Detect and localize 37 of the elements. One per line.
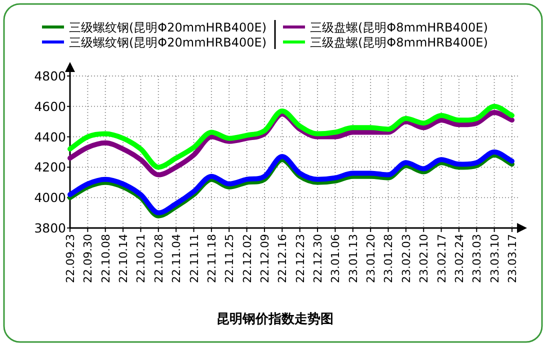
- x-tick-label: 22.12.23: [294, 234, 307, 283]
- x-tick-label: 23.01.28: [382, 234, 396, 283]
- y-tick-label: 3800: [34, 220, 66, 236]
- x-tick-label: 23.03.03: [470, 234, 484, 283]
- legend-label: 三级盘螺(昆明Φ8mmHRB400E): [310, 20, 488, 34]
- y-tick-label: 4000: [34, 190, 66, 206]
- x-tick-label: 23.03.10: [488, 234, 502, 283]
- x-tick-label: 22.10.28: [152, 234, 166, 283]
- x-tick-label: 22.12.09: [258, 234, 272, 283]
- x-tick-label: 22.10.08: [99, 234, 112, 283]
- legend-label: 三级螺纹钢(昆明Φ20mmHRB400E): [69, 36, 267, 50]
- x-tick-label: 23.02.10: [418, 234, 431, 283]
- x-tick-label: 23.03.17: [506, 234, 519, 283]
- x-tick-label: 23.01.20: [364, 234, 378, 283]
- legend-label: 三级螺纹钢(昆明Φ20mmHRB400E): [69, 20, 267, 34]
- y-tick-label: 4800: [34, 68, 66, 84]
- x-tick-label: 23.01.06: [329, 234, 342, 283]
- x-tick-label: 22.10.14: [117, 234, 130, 283]
- x-tick-label: 22.12.02: [240, 234, 254, 283]
- x-tick-label: 22.09.23: [64, 234, 77, 283]
- y-tick-label: 4600: [34, 98, 66, 114]
- x-tick-label: 23.02.24: [452, 234, 466, 283]
- x-tick-label: 22.10.21: [134, 234, 148, 283]
- x-tick-label: 22.12.30: [312, 234, 325, 283]
- legend-label: 三级盘螺(昆明Φ8mmHRB400E): [310, 36, 488, 50]
- x-tick-label: 22.12.16: [276, 234, 290, 283]
- x-tick-label: 22.11.18: [205, 234, 218, 283]
- text: 昆明钢价指数走势图: [216, 311, 334, 327]
- x-tick-label: 23.02.17: [435, 234, 448, 283]
- x-tick-label: 23.01.13: [346, 234, 360, 283]
- y-tick-label: 4200: [34, 160, 66, 175]
- x-tick-label: 22.11.04: [170, 234, 184, 283]
- x-tick-label: 22.11.25: [223, 234, 236, 283]
- x-tick-label: 22.09.30: [82, 234, 95, 283]
- x-tick-label: 22.11.11: [188, 234, 201, 283]
- x-tick-label: 23.02.03: [400, 234, 413, 283]
- y-tick-label: 4400: [34, 129, 66, 144]
